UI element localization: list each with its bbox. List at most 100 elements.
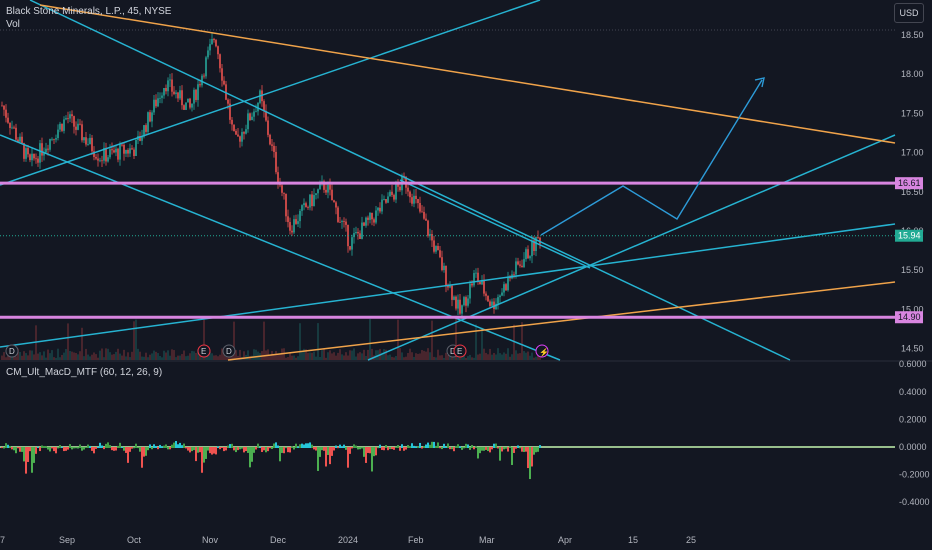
- volume-bar: [41, 355, 43, 360]
- macd-histogram-bar: [83, 447, 85, 450]
- currency-button[interactable]: USD: [894, 3, 924, 23]
- volume-bar: [47, 349, 49, 360]
- macd-histogram-bar: [461, 447, 463, 450]
- candle-body: [501, 292, 503, 296]
- candle-body: [67, 118, 69, 119]
- candle-body: [199, 84, 201, 86]
- lightning-icon[interactable]: [535, 344, 549, 358]
- candle-body: [329, 184, 331, 190]
- volume-bar: [349, 350, 351, 360]
- candle-body: [47, 148, 49, 150]
- trendline-cyan[interactable]: [399, 179, 591, 269]
- candle-body: [497, 297, 499, 304]
- candle-body: [15, 127, 17, 140]
- volume-bar: [391, 356, 393, 360]
- trendline-orange[interactable]: [227, 281, 896, 361]
- event-marker-icon[interactable]: [197, 344, 211, 358]
- candle-body: [73, 116, 75, 127]
- time-axis-tick-label: Feb: [408, 535, 424, 545]
- macd-histogram-bar: [197, 447, 199, 453]
- macd-histogram-bar: [355, 445, 357, 448]
- candle-body: [299, 210, 301, 222]
- candle-body: [189, 98, 191, 108]
- candle-body: [445, 265, 447, 286]
- trendline-cyan[interactable]: [0, 0, 541, 186]
- candle-body: [413, 195, 415, 204]
- candle-body: [111, 149, 113, 151]
- projection-path[interactable]: [540, 79, 763, 236]
- candle-body: [481, 280, 483, 285]
- candle-body: [219, 54, 221, 69]
- candle-body: [163, 87, 165, 96]
- macd-histogram-bar: [403, 447, 405, 451]
- candle-body: [531, 240, 533, 257]
- macd-histogram-bar: [273, 443, 275, 448]
- macd-histogram-bar: [369, 447, 371, 454]
- candle-body: [471, 283, 473, 286]
- candle-body: [313, 195, 315, 207]
- macd-histogram-bar: [113, 447, 115, 451]
- macd-histogram-bar: [111, 447, 113, 451]
- event-marker-icon[interactable]: [453, 344, 467, 358]
- candle-body: [369, 212, 371, 220]
- volume-bar: [87, 354, 89, 360]
- trendline-orange[interactable]: [39, 4, 896, 144]
- trendline-cyan[interactable]: [0, 134, 561, 361]
- macd-histogram-bar: [147, 447, 149, 451]
- macd-histogram-bar: [275, 442, 277, 448]
- candle-body: [197, 84, 199, 100]
- macd-histogram-bar: [135, 443, 137, 448]
- event-marker-letter: D: [226, 347, 232, 356]
- candle-body: [323, 181, 325, 190]
- event-marker-letter: E: [201, 347, 206, 356]
- trendline-cyan[interactable]: [29, 0, 791, 361]
- volume-bar: [389, 354, 391, 360]
- macd-histogram-bar: [173, 442, 175, 448]
- volume-bar: [15, 356, 17, 360]
- macd-axis-tick-label: 0.0000: [899, 442, 927, 452]
- volume-bar: [129, 357, 131, 360]
- volume-bar: [177, 355, 179, 360]
- candle-body: [151, 112, 153, 122]
- time-axis-tick-label: Sep: [59, 535, 75, 545]
- candle-body: [39, 143, 41, 163]
- macd-histogram-bar: [9, 445, 11, 448]
- candle-body: [455, 296, 457, 309]
- macd-histogram-bar: [165, 444, 167, 448]
- trendline-cyan[interactable]: [0, 223, 896, 348]
- candle-body: [65, 118, 67, 120]
- event-marker-icon[interactable]: [222, 344, 236, 358]
- macd-histogram-bar: [529, 447, 531, 480]
- volume-bar: [487, 354, 489, 360]
- macd-histogram-bar: [489, 447, 491, 453]
- macd-histogram-bar: [515, 447, 517, 449]
- candle-body: [91, 137, 93, 152]
- candle-body: [149, 112, 151, 122]
- volume-bar: [17, 348, 19, 360]
- macd-histogram-bar: [319, 447, 321, 457]
- macd-histogram-bar: [287, 447, 289, 453]
- candle-body: [319, 183, 321, 190]
- candle-body: [181, 90, 183, 106]
- candle-body: [193, 89, 195, 104]
- macd-histogram-bar: [343, 444, 345, 448]
- volume-bar: [357, 353, 359, 360]
- time-axis-tick-label: Mar: [479, 535, 495, 545]
- volume-bar: [161, 357, 163, 360]
- macd-histogram-bar: [401, 444, 403, 448]
- volume-label: Vol: [6, 19, 20, 30]
- macd-histogram-bar: [125, 447, 127, 453]
- macd-histogram-bar: [219, 447, 221, 450]
- event-marker-icon[interactable]: [5, 344, 19, 358]
- macd-histogram-bar: [21, 447, 23, 452]
- macd-histogram-bar: [163, 445, 165, 448]
- volume-bar: [179, 355, 181, 360]
- candle-body: [93, 151, 95, 157]
- trendline-cyan[interactable]: [367, 134, 896, 361]
- time-axis-tick-label: 2024: [338, 535, 358, 545]
- macd-histogram-bar: [491, 447, 493, 450]
- macd-histogram-bar: [291, 446, 293, 448]
- macd-histogram-bar: [149, 444, 151, 448]
- candle-body: [13, 127, 15, 129]
